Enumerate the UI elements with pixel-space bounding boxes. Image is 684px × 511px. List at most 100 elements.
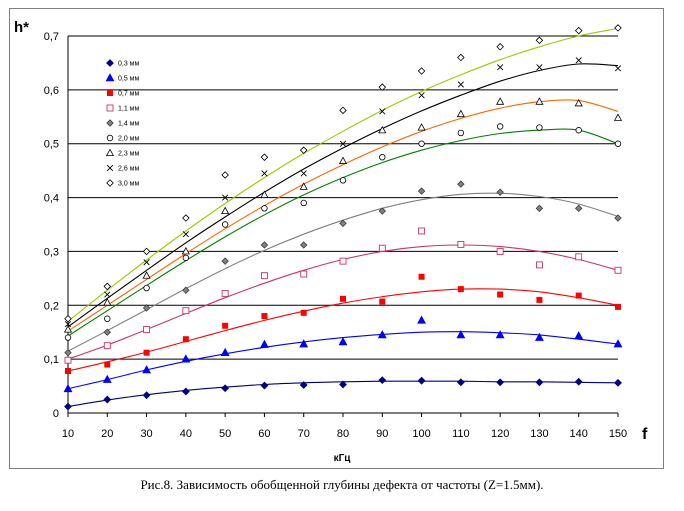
data-point (182, 336, 189, 343)
data-point (300, 270, 308, 278)
data-point (339, 257, 347, 265)
data-point (575, 292, 582, 299)
legend-label: 2,0 мм (118, 136, 139, 143)
data-point (261, 205, 268, 212)
data-point (64, 314, 72, 323)
x-tick-label: 130 (530, 428, 548, 440)
x-tick-label: 100 (412, 428, 430, 440)
fit-curves (67, 27, 619, 408)
data-point (221, 221, 229, 228)
y-tick-label: 0,5 (44, 139, 59, 151)
data-point (497, 291, 504, 298)
data-point (535, 36, 544, 45)
data-point (535, 261, 543, 269)
data-point (182, 286, 190, 294)
data-point (417, 123, 426, 131)
data-point (338, 337, 348, 346)
data-point (142, 271, 151, 279)
data-point (378, 125, 387, 134)
legend: 0,3 мм 0,5 мм 0,7 мм 1,1 мм 1,4 мм 2,0 мм 2,3 … (105, 59, 139, 188)
y-tick-label: 0,3 (44, 246, 59, 258)
chart-frame (9, 8, 664, 469)
data-point (417, 376, 426, 385)
data-point (574, 98, 583, 107)
data-point (339, 140, 347, 147)
data-point (497, 64, 504, 71)
data-point (536, 124, 543, 131)
data-point (378, 376, 387, 385)
data-point (106, 134, 114, 142)
x-tick-label: 110 (452, 428, 470, 440)
data-point (614, 378, 622, 387)
data-point (574, 331, 584, 340)
data-point (339, 380, 347, 389)
data-point (418, 227, 426, 235)
data-point (181, 354, 191, 363)
data-point (143, 349, 150, 356)
data-point (107, 90, 113, 96)
data-point (574, 26, 583, 35)
data-point (142, 247, 151, 256)
y-tick-label: 0,6 (44, 85, 59, 97)
x-tick-label: 40 (180, 428, 192, 440)
legend-label: 3,0 мм (118, 181, 139, 188)
data-point (613, 113, 623, 121)
legend-label: 1,4 мм (118, 121, 139, 128)
data-point (338, 156, 348, 164)
data-point (417, 315, 427, 324)
data-point (613, 339, 623, 348)
data-point (379, 298, 386, 305)
data-point (104, 361, 111, 368)
data-point (496, 97, 505, 105)
data-point (102, 374, 112, 383)
data-point (418, 140, 425, 147)
legend-label: 0,3 мм (118, 61, 139, 68)
data-point (103, 342, 111, 350)
data-point (536, 64, 543, 71)
data-point (222, 322, 229, 329)
data-point (143, 259, 150, 266)
data-point (575, 127, 582, 134)
data-point (456, 378, 465, 387)
legend-label: 2,6 мм (118, 166, 139, 173)
x-tick-label: 90 (376, 428, 388, 440)
data-point (614, 140, 622, 147)
data-point (221, 289, 229, 297)
x-tick-label: 20 (101, 428, 113, 440)
data-point (614, 214, 622, 222)
x-tick-label: 50 (219, 428, 231, 440)
x-tick-label: 70 (298, 428, 310, 440)
data-point (106, 119, 114, 127)
data-point (379, 153, 386, 161)
data-point (457, 129, 465, 137)
data-point (457, 81, 464, 88)
x-tick-label: 60 (258, 428, 270, 440)
data-point (143, 284, 150, 292)
data-point (575, 57, 582, 64)
data-point (106, 104, 114, 112)
data-point (221, 257, 229, 265)
fit-curve (67, 27, 619, 322)
legend-label: 0,5 мм (118, 76, 139, 83)
data-point (299, 339, 309, 348)
data-point (614, 24, 622, 32)
data-point (64, 356, 72, 364)
data-point (299, 182, 308, 190)
y-tick-label: 0,1 (44, 354, 59, 366)
data-point (142, 391, 151, 400)
data-point (220, 347, 230, 356)
y-tick-label: 0,2 (44, 300, 59, 312)
data-point (142, 365, 152, 374)
data-point (379, 108, 386, 115)
x-tick-label: 120 (491, 428, 509, 440)
data-point (496, 43, 504, 51)
x-tick-label: 10 (62, 428, 74, 440)
x-tick-label: 30 (140, 428, 152, 440)
fit-curve (67, 63, 619, 328)
data-point (339, 106, 347, 115)
data-point (260, 153, 269, 161)
data-point (456, 330, 466, 339)
x-tick-label: 140 (570, 428, 588, 440)
data-point (103, 298, 112, 306)
data-point (103, 328, 111, 336)
